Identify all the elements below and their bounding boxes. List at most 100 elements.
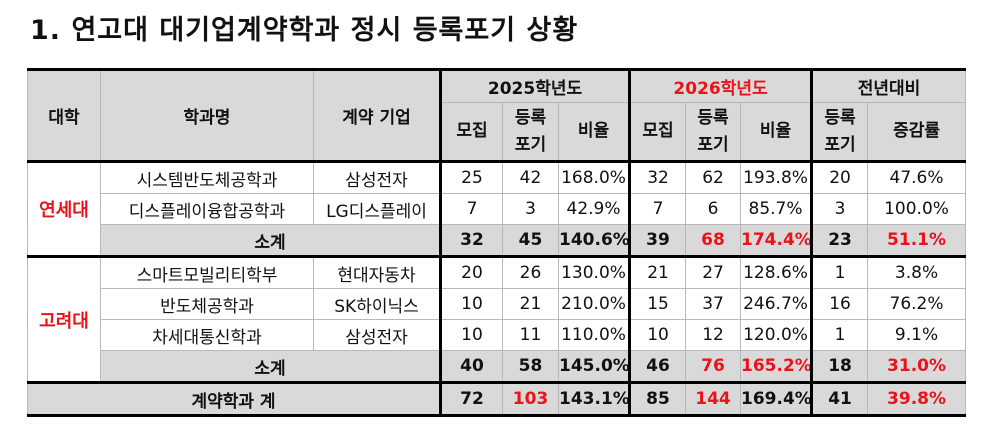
table-row: 차세대통신학과 삼성전자 10 11 110.0% 10 12 120.0% 1 9.1%	[28, 319, 967, 351]
value-cell: 72	[440, 381, 503, 417]
header-2025: 2025학년도	[439, 68, 632, 103]
value-cell: 3	[502, 193, 559, 225]
value-cell: 1	[811, 319, 869, 351]
value-cell: 7	[629, 193, 687, 225]
value-cell: 21	[502, 288, 559, 320]
header-recruit-2026: 모집	[629, 102, 687, 162]
value-cell: 168.0%	[557, 160, 632, 194]
company-cell: 삼성전자	[313, 319, 442, 351]
total-label: 계약학과 계	[27, 381, 442, 417]
value-cell: 6	[685, 193, 742, 225]
header-department: 학과명	[100, 68, 314, 162]
value-cell: 130.0%	[557, 255, 632, 289]
company-cell: SK하이닉스	[313, 288, 442, 320]
value-cell: 21	[629, 255, 687, 289]
value-cell: 40	[440, 350, 503, 383]
department-cell: 차세대통신학과	[100, 319, 314, 351]
value-cell: 76.2%	[867, 288, 967, 320]
header-withdraw-yoy: 등록 포기	[811, 102, 869, 162]
value-cell: 210.0%	[557, 288, 632, 320]
value-cell: 20	[440, 255, 503, 289]
value-cell: 120.0%	[740, 319, 814, 351]
company-cell: 삼성전자	[313, 160, 442, 194]
value-cell: 25	[440, 160, 503, 194]
value-cell: 41	[811, 381, 869, 417]
table-row: 고려대 스마트모빌리티학부 현대자동차 20 26 130.0% 21 27 128.6% 1 3.…	[27, 255, 967, 383]
header-ratio-2026: 비율	[740, 102, 814, 162]
subtotal-label: 소계	[100, 350, 442, 383]
company-cell: 현대자동차	[313, 255, 442, 289]
value-cell: 85	[629, 381, 687, 417]
value-cell: 100.0%	[867, 193, 967, 225]
value-cell: 76	[685, 350, 742, 383]
value-cell: 3	[811, 193, 869, 225]
value-cell: 46	[629, 350, 687, 383]
subtotal-row: 소계 40 58 145.0% 46 76 165.2% 18 31.0%	[27, 350, 967, 383]
value-cell: 47.6%	[867, 160, 967, 194]
table-row: 디스플레이융합공학과 LG디스플레이 7 3 42.9% 7 6 85.7% 3 100.0%	[28, 193, 967, 225]
value-cell: 128.6%	[740, 255, 814, 289]
value-cell: 3.8%	[867, 255, 967, 289]
value-cell: 85.7%	[740, 193, 814, 225]
value-cell: 174.4%	[740, 224, 814, 257]
subtotal-row: 소계 32 45 140.6% 39 68 174.4% 23 51.1%	[27, 224, 967, 257]
header-university: 대학	[27, 68, 101, 162]
header-2026: 2026학년도	[629, 68, 814, 103]
value-cell: 45	[502, 224, 559, 257]
value-cell: 110.0%	[557, 319, 632, 351]
value-cell: 246.7%	[740, 288, 814, 320]
value-cell: 51.1%	[867, 224, 967, 257]
value-cell: 140.6%	[557, 224, 632, 257]
value-cell: 58	[502, 350, 559, 383]
value-cell: 32	[440, 224, 503, 257]
value-cell: 26	[502, 255, 559, 289]
page-title: 1. 연고대 대기업계약학과 정시 등록포기 상황	[30, 15, 579, 46]
value-cell: 9.1%	[867, 319, 967, 351]
value-cell: 10	[440, 288, 503, 320]
department-cell: 스마트모빌리티학부	[100, 255, 314, 289]
value-cell: 1	[811, 255, 869, 289]
value-cell: 143.1%	[557, 381, 632, 417]
value-cell: 62	[685, 160, 742, 194]
value-cell: 10	[440, 319, 503, 351]
value-cell: 193.8%	[740, 160, 814, 194]
value-cell: 11	[502, 319, 559, 351]
header-company: 계약 기업	[313, 68, 442, 162]
value-cell: 169.4%	[740, 381, 814, 417]
table-row: 반도체공학과 SK하이닉스 10 21 210.0% 15 37 246.7% 16 76.2%	[28, 288, 967, 320]
value-cell: 42.9%	[557, 193, 632, 225]
total-row: 계약학과 계 72 103 143.1% 85 144 169.4% 41 39.8%	[27, 381, 967, 417]
department-cell: 디스플레이융합공학과	[100, 193, 314, 225]
header-recruit-2025: 모집	[440, 102, 503, 162]
department-cell: 시스템반도체공학과	[100, 160, 314, 194]
university-cell: 고려대	[27, 255, 101, 383]
value-cell: 16	[811, 288, 869, 320]
withdrawal-table: 대학 학과명 계약 기업 2025학년도 2026학년도 전년대비 모집 등록 …	[27, 68, 967, 417]
header-ratio-2025: 비율	[557, 102, 632, 162]
header-change-rate: 증감률	[867, 102, 967, 162]
value-cell: 7	[440, 193, 503, 225]
header-withdraw-2025: 등록 포기	[502, 102, 559, 162]
value-cell: 39.8%	[867, 381, 967, 417]
value-cell: 165.2%	[740, 350, 814, 383]
department-cell: 반도체공학과	[100, 288, 314, 320]
value-cell: 27	[685, 255, 742, 289]
value-cell: 39	[629, 224, 687, 257]
value-cell: 68	[685, 224, 742, 257]
value-cell: 37	[685, 288, 742, 320]
value-cell: 18	[811, 350, 869, 383]
value-cell: 12	[685, 319, 742, 351]
value-cell: 32	[629, 160, 687, 194]
value-cell: 144	[685, 381, 742, 417]
value-cell: 103	[502, 381, 559, 417]
company-cell: LG디스플레이	[313, 193, 442, 225]
header-withdraw-2026: 등록 포기	[685, 102, 742, 162]
value-cell: 10	[629, 319, 687, 351]
value-cell: 145.0%	[557, 350, 632, 383]
value-cell: 20	[811, 160, 869, 194]
value-cell: 23	[811, 224, 869, 257]
table-row: 연세대 시스템반도체공학과 삼성전자 25 42 168.0% 32 62 193.8% 20 47…	[27, 160, 967, 257]
university-cell: 연세대	[27, 160, 101, 257]
value-cell: 31.0%	[867, 350, 967, 383]
value-cell: 15	[629, 288, 687, 320]
